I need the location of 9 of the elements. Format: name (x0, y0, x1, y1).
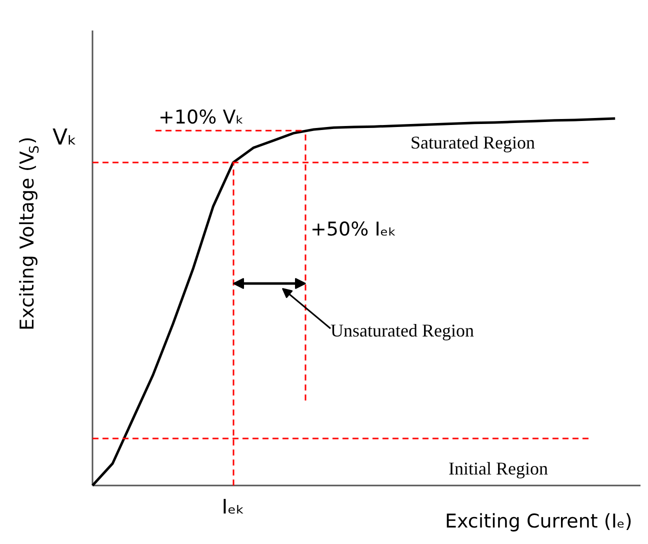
annotation: Unsaturated Region (330, 320, 474, 340)
ref-line-label: +10% Vₖ (158, 106, 244, 128)
annotation: Saturated Region (410, 132, 535, 152)
y-axis-title: Exciting Voltage (VS) (16, 136, 42, 330)
text: Iₑₖ (222, 494, 245, 518)
ref-line-label: Vₖ (52, 126, 77, 150)
x-axis-title: Exciting Current (Iₑ) (444, 510, 632, 532)
ref-line-label: Initial Region (448, 458, 548, 478)
annotation: +50% Iₑₖ (310, 218, 396, 240)
